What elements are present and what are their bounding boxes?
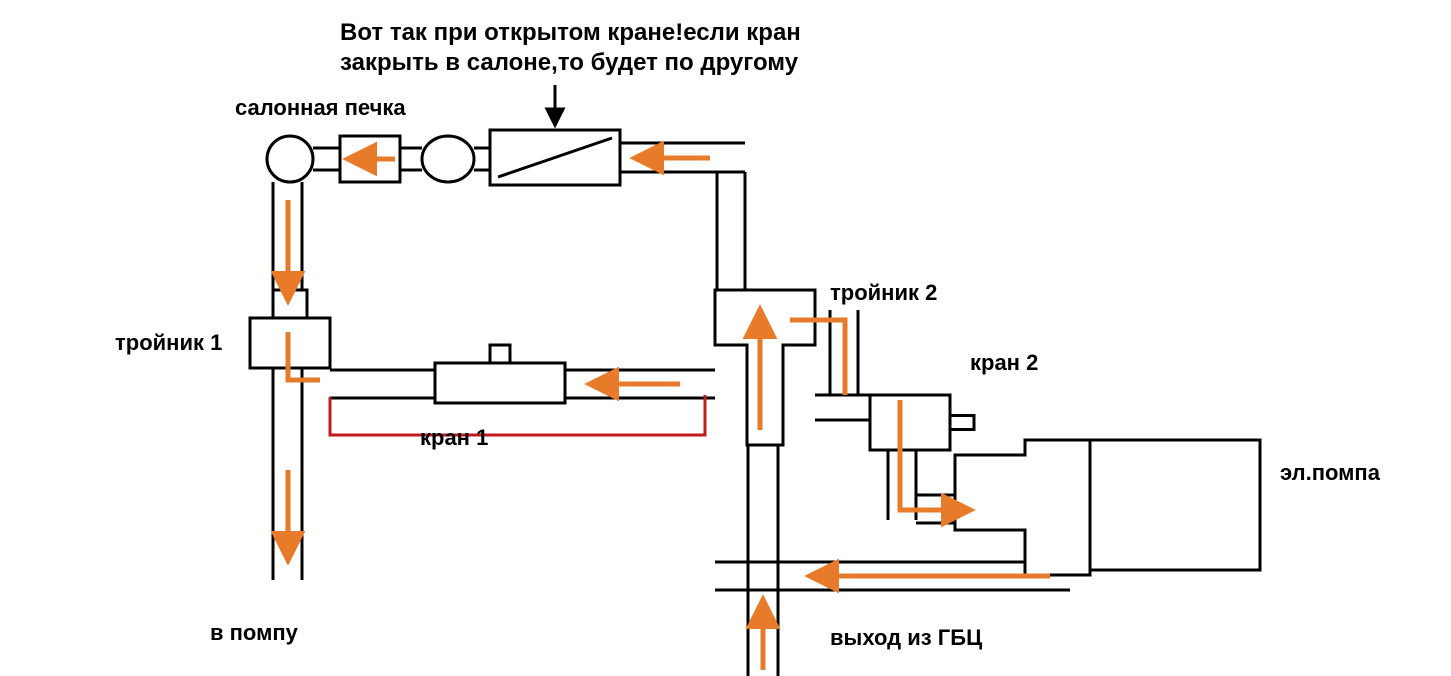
label-to_pump: в помпу bbox=[210, 620, 299, 645]
pump-nozzle bbox=[955, 440, 1090, 575]
electric-pump bbox=[1090, 440, 1260, 570]
title-line-1: Вот так при открытом кране!если кран bbox=[340, 19, 801, 46]
label-valve1: кран 1 bbox=[420, 425, 488, 450]
label-valve2: кран 2 bbox=[970, 350, 1038, 375]
valve-2 bbox=[870, 395, 950, 450]
label-tee1: тройник 1 bbox=[115, 330, 222, 355]
circulation-node-icon bbox=[267, 136, 313, 182]
components-layer bbox=[250, 130, 1260, 575]
label-pump: эл.помпа bbox=[1280, 460, 1381, 485]
label-tee2: тройник 2 bbox=[830, 280, 937, 305]
valve-1 bbox=[435, 363, 565, 403]
title-line-2: закрыть в салоне,то будет по другому bbox=[340, 49, 799, 76]
fan-icon bbox=[422, 136, 474, 182]
label-from_head: выход из ГБЦ bbox=[830, 625, 982, 650]
heating-system-diagram: Вот так при открытом кране!если кран закр… bbox=[0, 0, 1451, 676]
tee-2 bbox=[715, 290, 815, 445]
label-cabin_heater: салонная печка bbox=[235, 95, 406, 120]
